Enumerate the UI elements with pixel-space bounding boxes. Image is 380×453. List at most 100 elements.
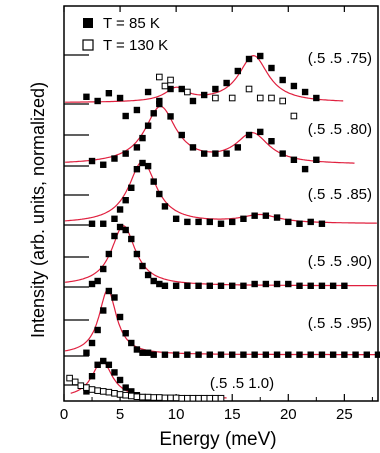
- point-85K: [285, 218, 292, 226]
- x-tick-label-20: 20: [280, 406, 297, 423]
- point-85K: [116, 94, 124, 102]
- point-85K: [200, 91, 208, 99]
- point-85K: [111, 232, 118, 240]
- point-85K: [172, 351, 180, 358]
- point-130K: [111, 390, 118, 397]
- point-130K: [133, 393, 141, 401]
- panel-labels: (.5 .5 .75) (.5 .5 .80) (.5 .5 .85) (.5 .5 …: [210, 50, 372, 392]
- point-85K: [161, 351, 169, 358]
- point-85K: [189, 144, 197, 151]
- point-130K: [228, 94, 236, 102]
- point-85K: [116, 376, 124, 384]
- point-130K: [156, 73, 163, 81]
- point-85K: [122, 384, 129, 391]
- point-85K: [178, 85, 185, 93]
- x-tick-label-15: 15: [224, 406, 241, 423]
- point-130K: [167, 394, 174, 402]
- point-130K: [116, 391, 124, 398]
- point-85K: [144, 88, 152, 96]
- legend-label-0: T = 85 K: [103, 15, 160, 32]
- point-85K: [318, 351, 326, 358]
- point-85K: [184, 218, 191, 226]
- point-130K: [279, 97, 286, 105]
- legend-marker-85K: [83, 18, 93, 28]
- point-85K: [139, 134, 146, 142]
- point-130K: [212, 94, 219, 102]
- point-85K: [88, 339, 96, 347]
- point-85K: [122, 226, 129, 234]
- point-130K: [139, 393, 146, 401]
- point-85K: [257, 128, 264, 136]
- point-85K: [251, 212, 258, 219]
- point-85K: [240, 215, 247, 222]
- point-85K: [217, 282, 225, 289]
- point-85K: [144, 162, 152, 170]
- point-85K: [100, 161, 107, 168]
- point-85K: [139, 159, 146, 167]
- point-85K: [217, 351, 225, 358]
- point-85K: [262, 351, 270, 358]
- point-85K: [83, 388, 90, 395]
- point-85K: [128, 184, 135, 191]
- point-130K: [245, 85, 253, 93]
- point-85K: [88, 157, 96, 165]
- point-130K: [122, 391, 129, 399]
- point-130K: [172, 394, 180, 402]
- point-85K: [245, 55, 253, 63]
- point-85K: [363, 351, 370, 358]
- point-85K: [133, 144, 141, 151]
- point-85K: [268, 64, 275, 72]
- point-85K: [200, 150, 208, 157]
- point-85K: [133, 250, 141, 258]
- point-85K: [374, 351, 380, 358]
- point-130K: [256, 94, 264, 102]
- point-85K: [296, 351, 303, 358]
- point-130K: [167, 76, 174, 84]
- x-tick-label-5: 5: [116, 406, 124, 423]
- point-85K: [128, 388, 135, 395]
- point-85K: [229, 282, 236, 289]
- point-85K: [144, 271, 152, 279]
- point-85K: [313, 156, 320, 163]
- point-85K: [195, 218, 202, 226]
- point-130K: [83, 384, 90, 391]
- point-85K: [161, 282, 169, 289]
- point-130K: [161, 82, 169, 90]
- point-130K: [99, 388, 107, 395]
- point-85K: [307, 282, 314, 289]
- point-85K: [279, 76, 286, 84]
- point-85K: [139, 262, 146, 270]
- point-130K: [178, 394, 186, 402]
- point-85K: [105, 90, 113, 97]
- point-85K: [100, 265, 107, 273]
- point-85K: [262, 280, 270, 288]
- offset-ticks: [64, 54, 89, 386]
- point-85K: [122, 197, 129, 204]
- point-85K: [150, 277, 157, 285]
- point-130K: [156, 394, 163, 401]
- point-130K: [77, 382, 85, 389]
- point-85K: [318, 282, 326, 289]
- point-85K: [94, 326, 101, 334]
- point-85K: [128, 235, 135, 243]
- point-85K: [234, 144, 242, 151]
- point-85K: [100, 357, 107, 365]
- point-85K: [111, 215, 118, 222]
- point-85K: [212, 150, 219, 157]
- point-85K: [268, 138, 275, 145]
- point-85K: [240, 282, 247, 289]
- point-130K: [206, 394, 214, 402]
- y-axis-label: Intensity (arb. units, normalized): [28, 82, 48, 338]
- point-130K: [150, 394, 158, 401]
- point-85K: [156, 280, 163, 288]
- point-85K: [273, 351, 281, 358]
- point-130K: [88, 386, 96, 393]
- data-markers: [66, 52, 380, 402]
- legend: T = 85 K T = 130 K: [82, 15, 168, 54]
- point-85K: [161, 203, 169, 210]
- point-130K: [184, 88, 191, 96]
- point-85K: [273, 214, 281, 221]
- point-85K: [116, 313, 124, 321]
- point-85K: [150, 110, 157, 117]
- panel-label-0: (.5 .5 .75): [308, 50, 372, 67]
